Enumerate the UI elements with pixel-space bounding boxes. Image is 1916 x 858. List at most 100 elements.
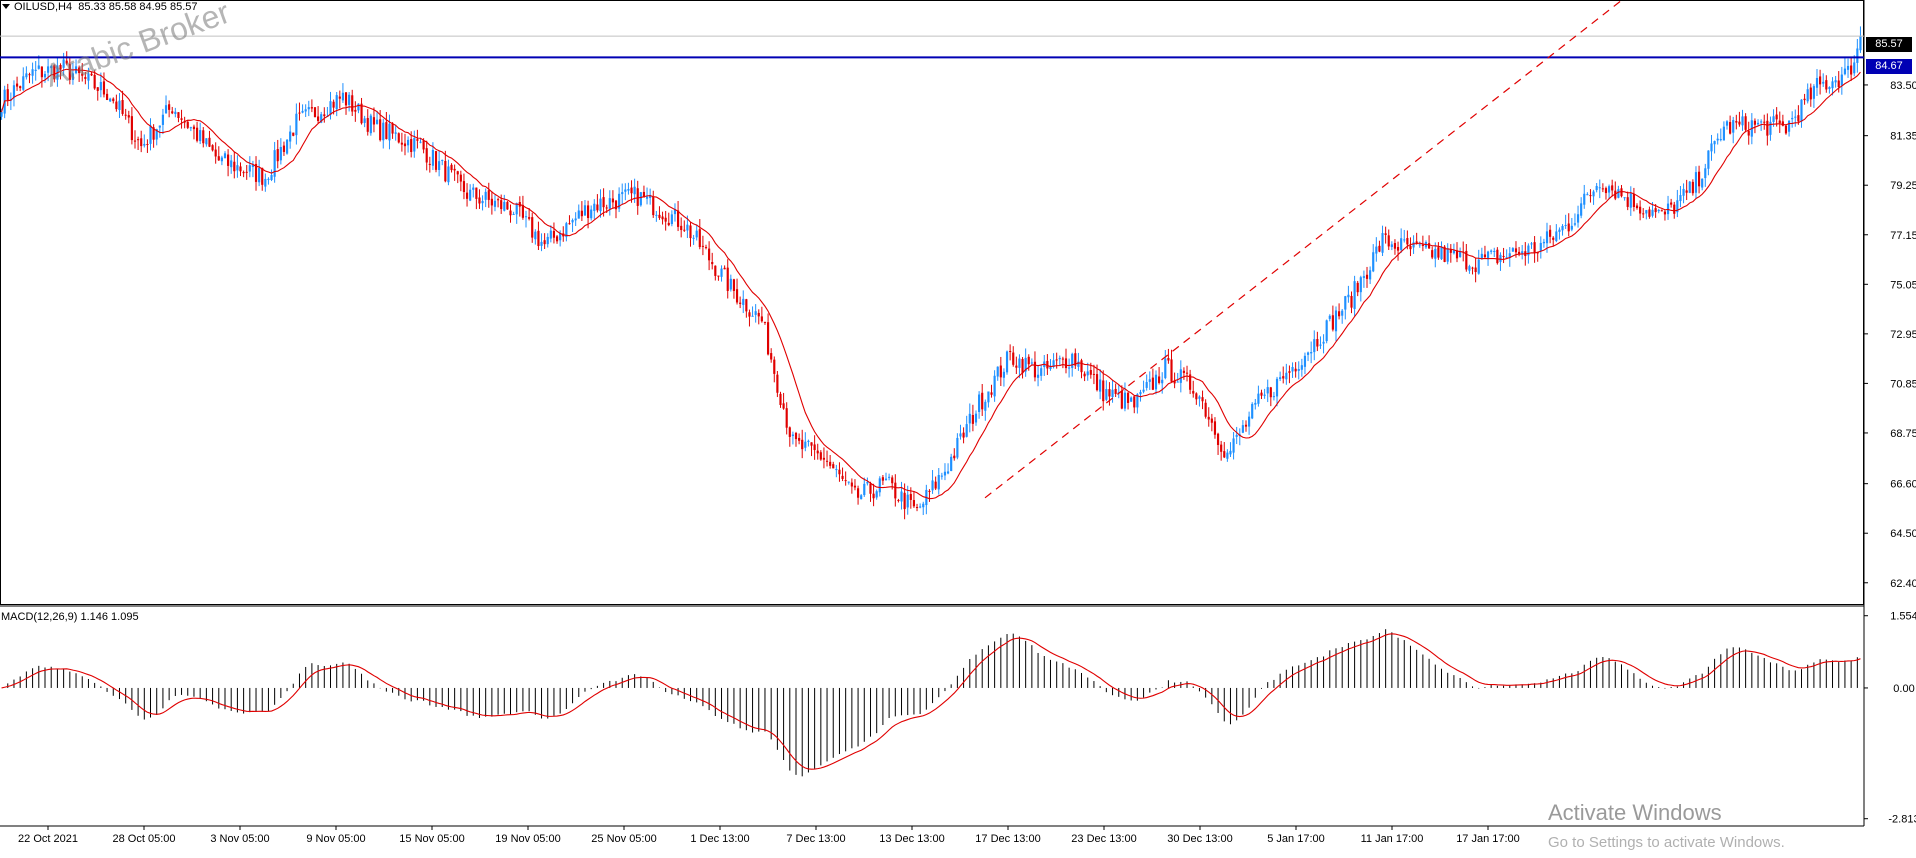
candle-body (1601, 188, 1604, 190)
candle (692, 234, 695, 245)
candle (425, 140, 428, 171)
candle-body (627, 189, 630, 191)
candle-body (645, 196, 649, 199)
candle-body (1170, 359, 1173, 382)
candle (397, 132, 400, 144)
candle-body (115, 101, 118, 110)
candle (1328, 314, 1331, 322)
time-tick-label: 22 Oct 2021 (18, 833, 78, 845)
candle-body (621, 192, 624, 195)
candle (348, 92, 351, 112)
candle (434, 150, 438, 173)
candle (847, 481, 850, 485)
candle-body (1325, 320, 1328, 342)
candle-body (649, 194, 652, 198)
candle-body (1617, 189, 1620, 198)
candle (546, 233, 549, 248)
candle-body (788, 427, 791, 437)
candle (22, 67, 25, 91)
candle-body (819, 452, 822, 460)
candle (323, 107, 326, 123)
candle (1421, 235, 1424, 252)
candle-body (161, 114, 165, 125)
candle (518, 196, 521, 217)
candle-body (1130, 397, 1133, 402)
candle (915, 503, 919, 512)
candle (382, 118, 385, 149)
candle (1248, 411, 1251, 435)
candle-body (121, 100, 124, 114)
candle (1275, 376, 1279, 407)
candle (599, 189, 602, 218)
candle-body (192, 126, 196, 130)
candle (1592, 189, 1595, 205)
candle (171, 106, 174, 115)
candle-body (515, 203, 518, 215)
candle-body (571, 220, 574, 223)
candle-body (1536, 252, 1539, 254)
candle (922, 501, 925, 516)
candle-body (1682, 188, 1685, 196)
candle (465, 183, 469, 207)
candle-body (1151, 377, 1154, 390)
candle-body (1809, 87, 1812, 100)
candle (1806, 83, 1809, 104)
candle (360, 97, 363, 125)
price-panel-frame (0, 0, 1864, 605)
candle-body (164, 105, 168, 114)
candle (388, 114, 391, 150)
candle-body (304, 109, 307, 112)
candle-body (1412, 242, 1415, 248)
candle (1012, 346, 1015, 367)
dropdown-arrow-icon[interactable] (2, 4, 10, 9)
candle (1580, 197, 1583, 219)
candle (1316, 331, 1319, 352)
candle (835, 464, 838, 478)
candle-body (124, 114, 127, 116)
candle-body (1819, 76, 1822, 85)
candle-body (596, 204, 599, 211)
time-tick-label: 17 Jan 17:00 (1456, 833, 1520, 845)
candle-body (1396, 247, 1400, 251)
candle (1555, 224, 1558, 243)
candle-body (711, 261, 714, 265)
candle (1139, 389, 1142, 402)
candle-body (1427, 243, 1431, 249)
candle-body (171, 111, 174, 114)
candle (1043, 354, 1046, 376)
candle-body (1486, 251, 1490, 259)
candle (1151, 368, 1154, 391)
candle (276, 139, 279, 169)
candle-body (37, 65, 40, 69)
candle (413, 130, 416, 158)
candle-body (1446, 248, 1449, 262)
candle (1663, 209, 1667, 221)
candle (1238, 428, 1241, 446)
candle (354, 101, 357, 122)
candle-body (1766, 120, 1769, 136)
candle-body (1753, 120, 1757, 125)
candle (1369, 266, 1372, 285)
candle (1142, 380, 1145, 394)
candle-body (493, 200, 497, 207)
candle-body (1772, 116, 1775, 122)
candle-body (301, 110, 304, 113)
candle-body (624, 189, 627, 192)
candle-body (1229, 450, 1232, 455)
candle-body (360, 103, 363, 124)
candle-body (28, 74, 31, 76)
candle-body (506, 202, 509, 210)
candle (351, 89, 354, 116)
candle (978, 391, 981, 419)
candle (1837, 71, 1840, 93)
candle (825, 450, 829, 467)
candle-body (825, 460, 829, 462)
candle-body (490, 198, 493, 206)
candle (363, 115, 366, 128)
candle-body (298, 112, 301, 114)
candle-body (754, 311, 757, 315)
candle-body (1400, 238, 1403, 250)
candle-body (450, 164, 453, 171)
candle (590, 205, 593, 221)
candle (683, 220, 686, 232)
